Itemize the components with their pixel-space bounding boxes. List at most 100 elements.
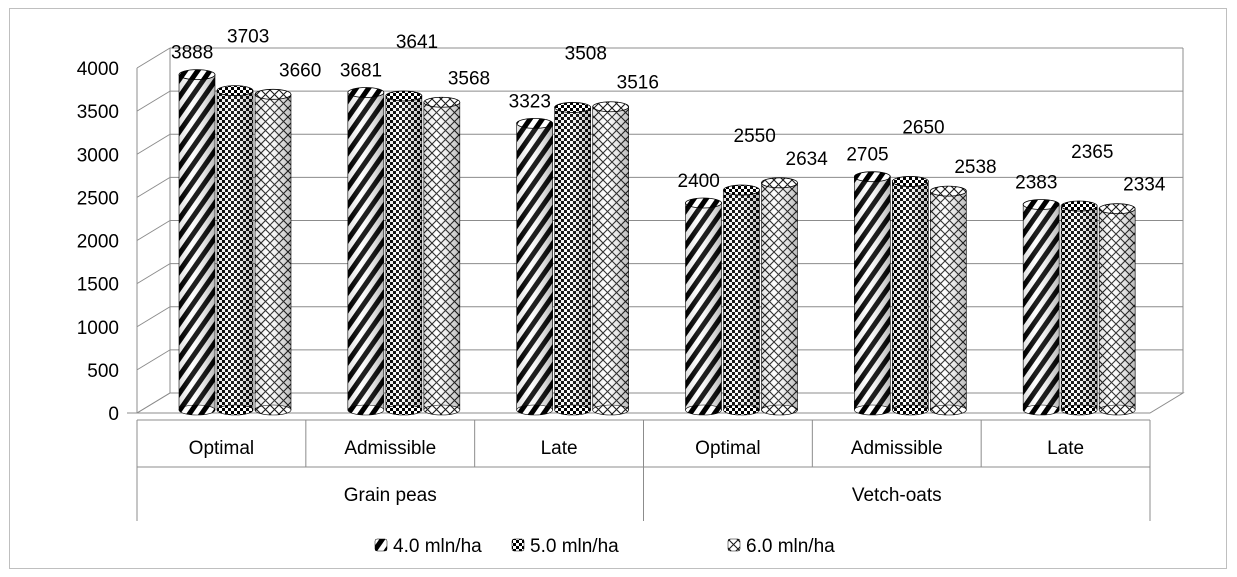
bar-shade (854, 176, 891, 410)
bar-shade (179, 74, 215, 410)
data-label: 3888 (171, 43, 213, 64)
gridline-side (136, 133, 171, 155)
y-tick-label: 1000 (77, 318, 119, 339)
bar-shade (423, 102, 460, 410)
y-tick-label: 3000 (77, 145, 119, 166)
bar-shade (1023, 204, 1060, 410)
bar-top (1022, 199, 1060, 210)
category-label: Optimal (189, 438, 254, 459)
data-label: 3323 (509, 91, 551, 112)
bar-top (385, 90, 423, 102)
category-label: Admissible (344, 438, 436, 459)
y-tick-label: 2500 (77, 188, 119, 209)
bar-cylinder (385, 90, 423, 416)
bar-cylinder (1098, 203, 1136, 416)
bar-top (761, 177, 798, 189)
bar-top (254, 88, 292, 100)
bar-shade (347, 92, 384, 411)
y-tick-label: 3500 (77, 102, 119, 123)
x-axis: Optimal Admissible Late Optimal Admissible La… (136, 419, 1151, 521)
data-label: 2365 (1071, 142, 1113, 163)
bar-top (347, 87, 385, 98)
bar-top (891, 176, 929, 187)
category-label: Late (1047, 438, 1084, 459)
bar-top (423, 96, 461, 108)
y-tick-label: 500 (87, 361, 119, 382)
bar-top (723, 184, 760, 196)
bar-top (1098, 203, 1136, 215)
bar-shade (1099, 208, 1136, 410)
data-labels: 3888 3703 3660 3681 3641 3568 3323 3508 3516 2400… (171, 27, 1166, 196)
legend-swatch (374, 538, 388, 552)
bar-shade (592, 106, 629, 411)
bar-shade (723, 190, 760, 410)
bar-shade (930, 191, 967, 410)
data-label: 2634 (786, 149, 829, 170)
bar-shade (554, 107, 591, 410)
legend-swatch (511, 538, 525, 552)
bar-base (178, 404, 216, 416)
data-label: 2334 (1123, 175, 1166, 196)
y-tick-label: 2000 (77, 232, 119, 253)
bar-cylinder (891, 176, 929, 416)
gridline-side (136, 349, 171, 371)
bar-cylinder (347, 87, 385, 416)
bar-base (254, 404, 292, 416)
data-label: 3508 (565, 43, 607, 64)
floor (135, 392, 1185, 414)
bar-shade (255, 94, 291, 410)
legend-label: 4.0 mln/ha (393, 536, 482, 557)
bar-cylinder (1060, 200, 1098, 416)
bar-shade (385, 95, 422, 411)
legend-label: 5.0 mln/ha (530, 536, 619, 557)
bar-cylinder (516, 117, 554, 416)
bar-base (347, 404, 385, 416)
bar-top (216, 85, 254, 97)
bar-cylinder (761, 177, 798, 416)
bar-top (516, 117, 554, 129)
bar-top (929, 185, 967, 197)
chart-frame (9, 8, 1227, 569)
category-label: Admissible (851, 438, 943, 459)
bar-top (685, 197, 722, 209)
y-tick-label: 1500 (77, 275, 119, 296)
gridline-side (136, 90, 171, 112)
bar-shade (516, 123, 553, 411)
data-label: 3516 (617, 73, 659, 94)
legend-label: 6.0 mln/ha (746, 536, 835, 557)
bar-base (516, 404, 553, 416)
data-label: 3681 (340, 61, 382, 82)
data-label: 3660 (279, 60, 321, 81)
y-tick-label: 4000 (77, 59, 119, 80)
gridlines (136, 47, 1183, 414)
gridline-side (136, 263, 171, 285)
data-label: 3703 (227, 27, 269, 48)
gridline-side (136, 47, 171, 69)
bar-cylinder (929, 185, 967, 416)
group-label: Vetch-oats (852, 485, 942, 506)
bar-base (1060, 404, 1098, 416)
category-label: Late (541, 438, 578, 459)
data-label: 2705 (846, 145, 888, 166)
bars (178, 69, 1136, 416)
bar-cylinder (254, 88, 292, 416)
bar-base (423, 404, 461, 416)
bar-base (1022, 404, 1060, 416)
bar-cylinder (685, 197, 722, 416)
gridline-side (136, 220, 171, 241)
bar-cylinder (216, 85, 254, 416)
chart-walls (127, 48, 1185, 414)
bar-base (685, 404, 722, 416)
bar-shade (217, 90, 253, 411)
legend: 4.0 mln/ha 5.0 mln/ha 6.0 mln/ha (374, 536, 835, 557)
bar-cylinder (853, 171, 891, 416)
data-label: 2383 (1015, 172, 1057, 193)
bar-cylinder (423, 96, 461, 416)
bar-cylinder (592, 101, 630, 416)
bar-base (1098, 404, 1136, 416)
bar-base (592, 404, 629, 416)
bar-top (178, 69, 216, 81)
group-label: Grain peas (344, 485, 437, 506)
bar-top (1060, 200, 1098, 212)
